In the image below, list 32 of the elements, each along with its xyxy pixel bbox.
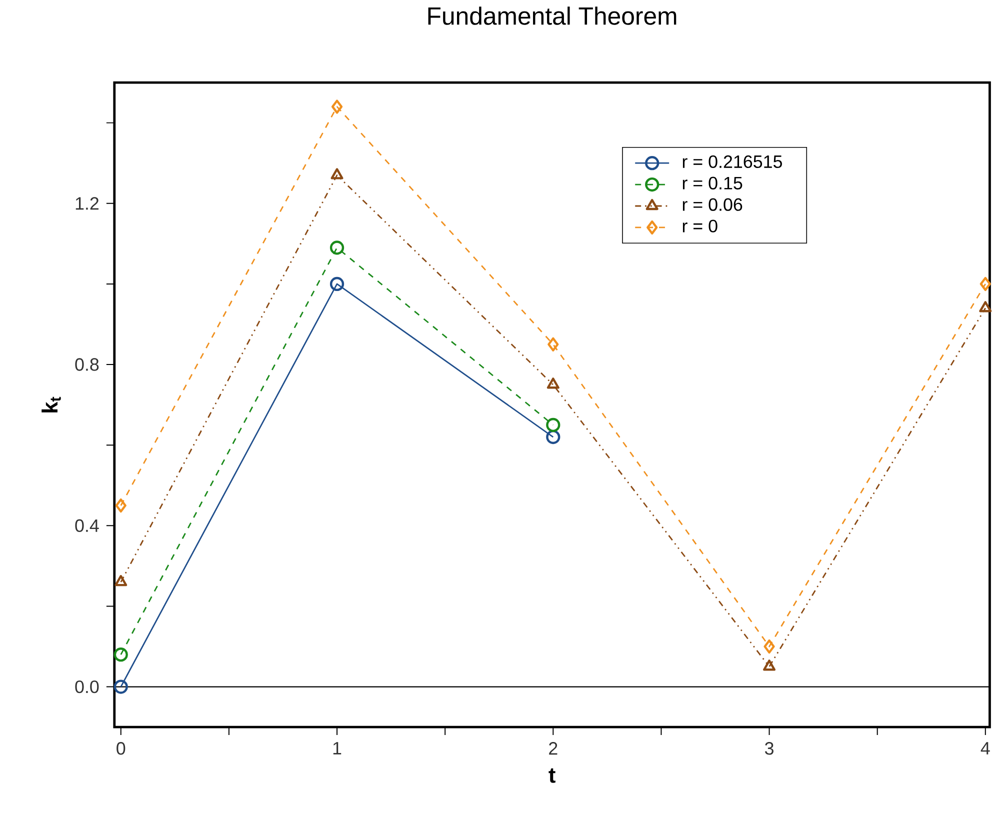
point [331, 100, 343, 114]
legend-label: r = 0.06 [682, 198, 742, 212]
point [546, 378, 560, 389]
point [980, 277, 991, 292]
point [764, 640, 775, 654]
point [546, 418, 560, 432]
point [546, 430, 560, 444]
point [114, 680, 128, 694]
point [330, 168, 344, 180]
point [330, 240, 344, 255]
chart-title: Fundamental Theorem [428, 6, 676, 26]
x-tick-label: 4 [980, 742, 990, 755]
x-tick-label: 3 [764, 742, 774, 755]
legend-label: r = 0 [682, 220, 718, 233]
y-tick-label: 0.8 [75, 358, 99, 372]
point [115, 498, 126, 513]
x-tick-label: 0 [116, 742, 126, 755]
point [114, 575, 128, 586]
legend-label: r = 0.15 [682, 176, 742, 190]
point [548, 338, 559, 352]
point [979, 301, 992, 312]
x-tick-label: 1 [333, 742, 342, 755]
x-tick-label: 2 [549, 742, 558, 755]
x-axis-title: t [548, 768, 556, 784]
point [330, 277, 344, 292]
point [114, 648, 128, 662]
y-tick-label: 1.2 [76, 197, 98, 210]
y-tick-label: 0.0 [75, 680, 99, 694]
point [763, 660, 776, 671]
y-axis-title: k$_{t}$ [42, 397, 61, 413]
legend-label: r = 0.216515 [682, 156, 782, 168]
y-tick-label: 0.4 [75, 520, 99, 532]
